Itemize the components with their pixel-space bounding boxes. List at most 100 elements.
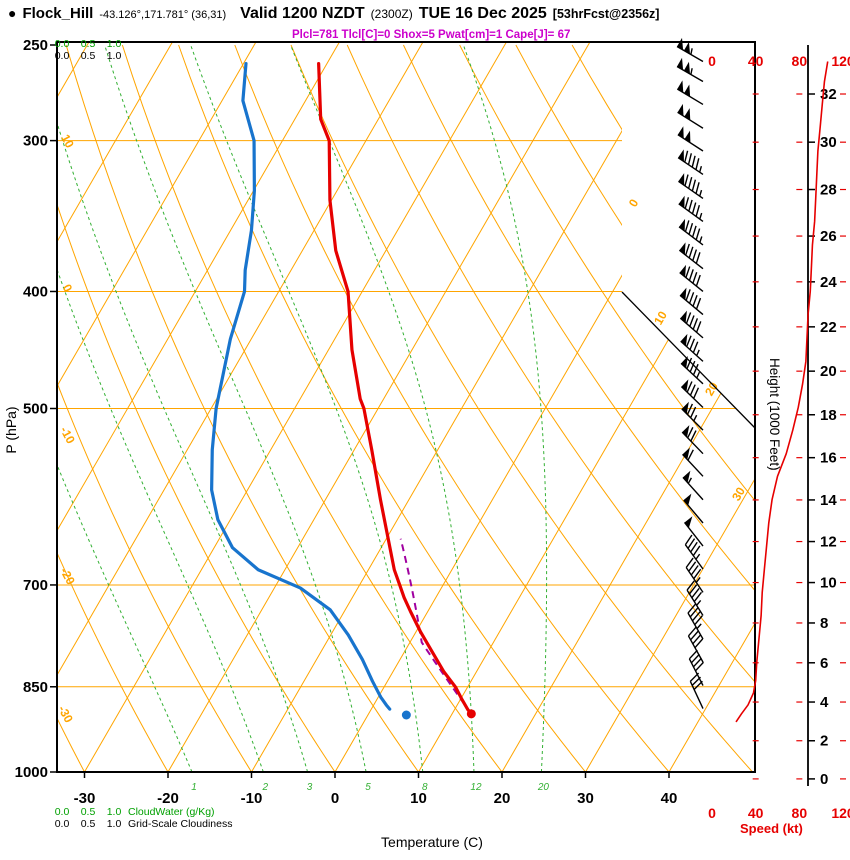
svg-text:0: 0 [708,805,716,821]
svg-text:0: 0 [708,53,716,69]
svg-text:10: 10 [651,308,670,327]
svg-text:14: 14 [820,492,837,509]
svg-text:1.0: 1.0 [107,38,122,50]
dry-adiabat-labels: 100-10-20-30 [55,132,78,725]
diagonal-cut-line [621,291,756,429]
svg-text:24: 24 [820,274,837,291]
temp-axis: -30 -20 -10 0 10 20 30 40 [74,772,678,807]
valid-date: TUE 16 Dec 2025 [418,5,547,22]
svg-text:5: 5 [365,782,371,793]
svg-text:0.0: 0.0 [55,818,70,830]
svg-text:0: 0 [820,771,828,788]
svg-text:30: 30 [577,790,594,807]
valid-time-utc: (2300Z) [370,7,413,21]
svg-text:80: 80 [792,53,808,69]
svg-text:20: 20 [537,782,550,793]
svg-text:18: 18 [820,407,837,424]
parcel-parameters: Plcl=781 Tlcl[C]=0 Shox=5 Pwat[cm]=1 Cap… [292,29,571,41]
svg-text:300: 300 [23,133,48,150]
svg-text:20: 20 [494,790,511,807]
svg-text:2: 2 [262,782,269,793]
svg-text:-20: -20 [57,565,78,587]
dewpoint-curve [210,61,392,711]
speed-profile-curve [735,61,829,723]
svg-text:40: 40 [661,790,678,807]
pressure-axis: 250 300 400 500 700 850 1000 [15,37,57,781]
svg-text:850: 850 [23,679,48,696]
svg-text:0.5: 0.5 [81,818,96,830]
valid-time: Valid 1200 NZDT [240,5,365,22]
plot-border [56,41,756,773]
station-coords: -43.126°,171.781° (36,31) [99,9,227,21]
station-name: Flock_Hill [22,5,94,22]
svg-text:22: 22 [820,319,837,336]
svg-text:6: 6 [820,655,828,672]
speed-axis: 0040408080120120Speed (kt) [708,53,850,836]
svg-text:12: 12 [820,534,837,551]
svg-text:2: 2 [820,733,828,750]
cloudwater-label: CloudWater (g/Kg) [128,806,215,818]
svg-text:10: 10 [410,790,427,807]
cloudiness-label: Grid-Scale Cloudiness [128,818,232,830]
svg-text:40: 40 [748,53,764,69]
svg-text:0.0: 0.0 [55,38,70,50]
svg-text:500: 500 [23,401,48,418]
svg-text:0: 0 [626,196,642,209]
speed-axis-label: Speed (kt) [740,821,803,836]
svg-text:120: 120 [831,53,850,69]
skewt-grid [57,42,755,772]
moist-adiabat-lines [57,44,548,772]
forecast-tag: [53hrFcst@2356z] [552,7,660,21]
svg-text:12: 12 [470,782,482,793]
svg-text:4: 4 [820,694,829,711]
svg-text:26: 26 [820,228,837,245]
height-axis-label: Height (1000 Feet) [767,358,782,471]
svg-text:400: 400 [23,283,48,300]
svg-text:0.0: 0.0 [55,50,70,62]
svg-text:0.5: 0.5 [81,806,96,818]
svg-text:-30: -30 [74,790,96,807]
svg-text:30: 30 [729,484,748,503]
mixing-ratio-labels: 1 2 3 5 8 12 20 [191,782,549,793]
svg-text:0.0: 0.0 [55,806,70,818]
speed-grid-ticks [752,93,847,780]
parcel-path [399,538,473,715]
surface-temp-dot [466,709,476,719]
cloud-scales: 0.00.00.50.51.01.00.00.00.50.51.01.0Clou… [55,38,233,830]
svg-text:8: 8 [422,782,428,793]
svg-text:0.5: 0.5 [81,50,96,62]
pressure-axis-label: P (hPa) [3,406,19,453]
temperature-curve [317,61,473,716]
isotherm-labels: 0 10 20 30 [626,196,748,503]
svg-text:10: 10 [58,132,77,151]
svg-text:80: 80 [792,805,808,821]
svg-text:1.0: 1.0 [107,818,122,830]
svg-text:1000: 1000 [15,764,48,781]
station-bullet-icon: ● [8,5,17,21]
svg-text:40: 40 [748,805,764,821]
svg-text:28: 28 [820,182,837,199]
svg-text:1: 1 [191,782,197,793]
svg-text:-10: -10 [241,790,263,807]
svg-text:120: 120 [831,805,850,821]
temp-axis-label: Temperature (C) [381,834,483,850]
svg-text:8: 8 [820,615,828,632]
svg-text:250: 250 [23,37,48,54]
svg-text:16: 16 [820,450,837,467]
svg-text:3: 3 [307,782,313,793]
svg-text:0: 0 [331,790,339,807]
svg-text:0.5: 0.5 [81,38,96,50]
svg-text:20: 20 [702,379,721,398]
surface-dewpoint-dot [401,710,411,720]
svg-text:10: 10 [820,575,837,592]
svg-text:700: 700 [23,577,48,594]
svg-text:1.0: 1.0 [107,50,122,62]
svg-text:1.0: 1.0 [107,806,122,818]
svg-text:-20: -20 [157,790,179,807]
svg-text:20: 20 [820,363,837,380]
svg-text:30: 30 [820,134,837,151]
